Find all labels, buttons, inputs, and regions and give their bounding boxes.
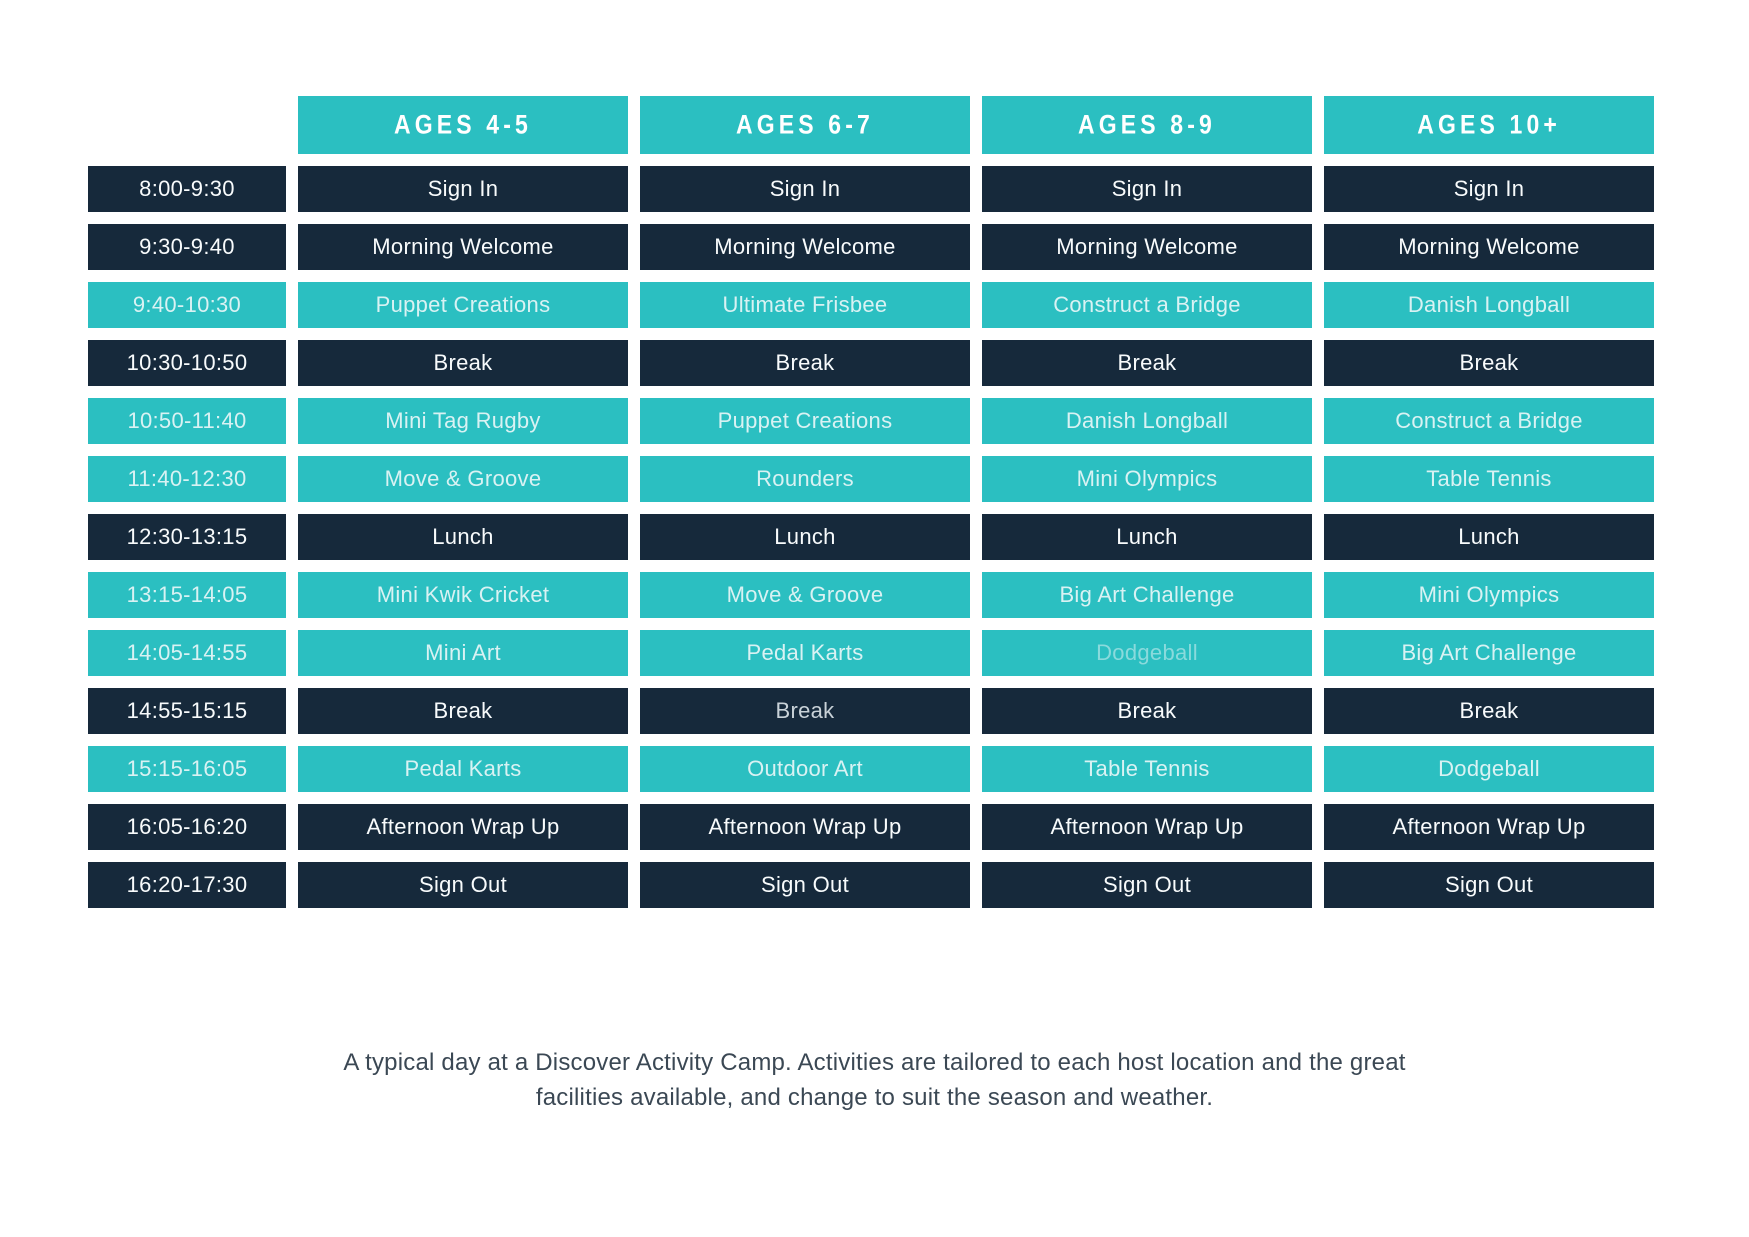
column-header-label: AGES 8-9 xyxy=(1078,109,1216,140)
schedule-cell: Rounders xyxy=(640,456,970,502)
time-cell: 9:30-9:40 xyxy=(88,224,286,270)
schedule-cell: Morning Welcome xyxy=(982,224,1312,270)
schedule-cell: Break xyxy=(1324,688,1654,734)
schedule-cell: Mini Kwik Cricket xyxy=(298,572,628,618)
time-cell: 15:15-16:05 xyxy=(88,746,286,792)
schedule-cell: Break xyxy=(640,688,970,734)
schedule-cell: Ultimate Frisbee xyxy=(640,282,970,328)
time-cell: 10:50-11:40 xyxy=(88,398,286,444)
column-header-ages-10: AGES 10+ xyxy=(1324,96,1654,154)
schedule-cell: Danish Longball xyxy=(1324,282,1654,328)
schedule-cell: Morning Welcome xyxy=(640,224,970,270)
schedule-cell: Break xyxy=(1324,340,1654,386)
schedule-cell: Sign Out xyxy=(982,862,1312,908)
column-header-ages-6-7: AGES 6-7 xyxy=(640,96,970,154)
schedule-cell: Sign Out xyxy=(298,862,628,908)
schedule-cell: Break xyxy=(982,340,1312,386)
schedule-cell: Sign In xyxy=(1324,166,1654,212)
time-cell: 10:30-10:50 xyxy=(88,340,286,386)
schedule-cell: Outdoor Art xyxy=(640,746,970,792)
schedule-cell: Morning Welcome xyxy=(1324,224,1654,270)
caption-line-2: facilities available, and change to suit… xyxy=(535,1083,1214,1111)
column-header-label: AGES 6-7 xyxy=(736,109,874,140)
time-cell: 14:05-14:55 xyxy=(88,630,286,676)
schedule-cell: Break xyxy=(982,688,1312,734)
schedule-cell: Danish Longball xyxy=(982,398,1312,444)
column-header-ages-4-5: AGES 4-5 xyxy=(298,96,628,154)
schedule-cell: Afternoon Wrap Up xyxy=(1324,804,1654,850)
column-header-ages-8-9: AGES 8-9 xyxy=(982,96,1312,154)
schedule-cell: Puppet Creations xyxy=(640,398,970,444)
time-cell: 9:40-10:30 xyxy=(88,282,286,328)
schedule-cell: Table Tennis xyxy=(1324,456,1654,502)
time-cell: 14:55-15:15 xyxy=(88,688,286,734)
schedule-cell: Pedal Karts xyxy=(640,630,970,676)
schedule-cell: Break xyxy=(298,688,628,734)
header-spacer xyxy=(88,96,286,154)
caption-line-1: A typical day at a Discover Activity Cam… xyxy=(343,1049,1406,1076)
schedule-cell: Big Art Challenge xyxy=(1324,630,1654,676)
schedule-cell: Mini Olympics xyxy=(1324,572,1654,618)
schedule-cell: Break xyxy=(640,340,970,386)
schedule-cell: Sign In xyxy=(982,166,1312,212)
time-cell: 12:30-13:15 xyxy=(88,514,286,560)
schedule-cell: Lunch xyxy=(640,514,970,560)
schedule-cell: Break xyxy=(298,340,628,386)
schedule-cell: Sign Out xyxy=(640,862,970,908)
schedule-cell: Afternoon Wrap Up xyxy=(298,804,628,850)
footer-caption: A typical day at a Discover Activity Cam… xyxy=(0,1046,1749,1116)
schedule-cell: Afternoon Wrap Up xyxy=(982,804,1312,850)
schedule-cell: Morning Welcome xyxy=(298,224,628,270)
schedule-cell: Lunch xyxy=(982,514,1312,560)
schedule-cell: Lunch xyxy=(298,514,628,560)
schedule-cell: Table Tennis xyxy=(982,746,1312,792)
schedule-cell: Sign In xyxy=(298,166,628,212)
schedule-cell: Mini Tag Rugby xyxy=(298,398,628,444)
schedule-table: AGES 4-5 AGES 6-7 AGES 8-9 AGES 10+ 8:00-9:3… xyxy=(88,96,1654,908)
schedule-cell: Big Art Challenge xyxy=(982,572,1312,618)
time-cell: 13:15-14:05 xyxy=(88,572,286,618)
schedule-cell: Mini Olympics xyxy=(982,456,1312,502)
time-cell: 11:40-12:30 xyxy=(88,456,286,502)
time-cell: 8:00-9:30 xyxy=(88,166,286,212)
schedule-cell: Dodgeball xyxy=(1324,746,1654,792)
schedule-cell: Afternoon Wrap Up xyxy=(640,804,970,850)
schedule-cell: Sign In xyxy=(640,166,970,212)
column-header-label: AGES 10+ xyxy=(1417,109,1561,140)
column-header-label: AGES 4-5 xyxy=(394,109,532,140)
schedule-cell: Construct a Bridge xyxy=(1324,398,1654,444)
schedule-cell: Lunch xyxy=(1324,514,1654,560)
schedule-cell: Move & Groove xyxy=(640,572,970,618)
schedule-cell: Move & Groove xyxy=(298,456,628,502)
schedule-cell: Dodgeball xyxy=(982,630,1312,676)
schedule-cell: Sign Out xyxy=(1324,862,1654,908)
schedule-cell: Construct a Bridge xyxy=(982,282,1312,328)
schedule-cell: Mini Art xyxy=(298,630,628,676)
time-cell: 16:05-16:20 xyxy=(88,804,286,850)
schedule-cell: Pedal Karts xyxy=(298,746,628,792)
schedule-cell: Puppet Creations xyxy=(298,282,628,328)
time-cell: 16:20-17:30 xyxy=(88,862,286,908)
